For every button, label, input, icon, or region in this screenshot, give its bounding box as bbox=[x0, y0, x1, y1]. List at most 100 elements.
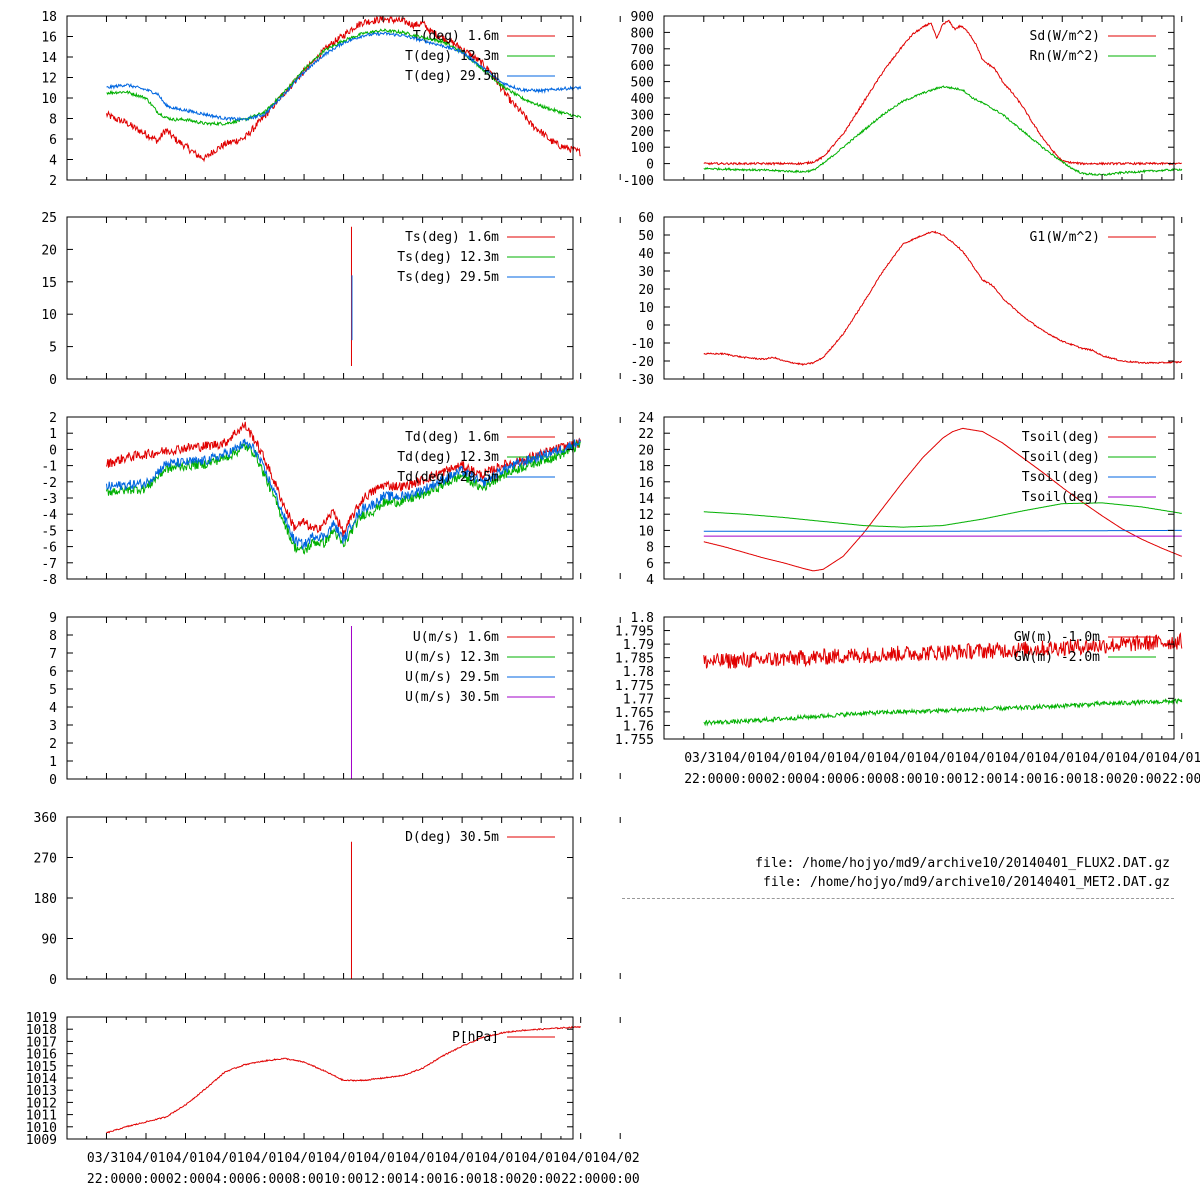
xtime-label-p-11: 20:00 bbox=[522, 1172, 561, 1187]
ytick-label-tsoil-1: 6 bbox=[646, 557, 654, 572]
xtime-label-gw-0: 22:00 bbox=[684, 772, 723, 787]
ytick-label-gw-7: 1.79 bbox=[623, 638, 654, 653]
xdate-label-gw-11: 04/01 bbox=[1122, 751, 1161, 766]
legend-label-tsoil-1: Tsoil(deg) bbox=[1022, 450, 1100, 465]
series-line-td-0 bbox=[106, 421, 582, 537]
xdate-label-p-1: 04/01 bbox=[126, 1151, 165, 1166]
ytick-label-sd-7: 600 bbox=[631, 59, 654, 74]
ytick-label-gw-1: 1.76 bbox=[623, 719, 654, 734]
ytick-label-p-2: 1011 bbox=[26, 1109, 57, 1124]
legend-label-p-0: P[hPa] bbox=[452, 1030, 499, 1045]
ytick-label-td-9: 1 bbox=[49, 427, 57, 442]
ytick-label-d-3: 270 bbox=[34, 852, 57, 867]
xdate-label-p-10: 04/01 bbox=[482, 1151, 521, 1166]
series-line-t-1 bbox=[106, 28, 582, 127]
xdate-label-p-8: 04/01 bbox=[403, 1151, 442, 1166]
ytick-label-p-6: 1015 bbox=[26, 1060, 57, 1075]
ytick-label-t-5: 12 bbox=[41, 72, 57, 87]
xtime-label-gw-6: 10:00 bbox=[923, 772, 962, 787]
xdate-label-gw-10: 04/01 bbox=[1083, 751, 1122, 766]
separator-line bbox=[622, 898, 1174, 899]
xaxis-labels-gw: 03/3122:0004/0100:0004/0102:0004/0104:00… bbox=[684, 751, 1200, 787]
ytick-label-td-3: -5 bbox=[41, 524, 57, 539]
legend-label-d-0: D(deg) 30.5m bbox=[405, 830, 499, 845]
ytick-label-tsoil-6: 16 bbox=[638, 476, 654, 491]
chart-u: U(m/s) 1.6m U(m/s) 12.3m U(m/s) 29.5m U(m/s… bbox=[49, 611, 621, 788]
legend-label-t-1: T(deg) 12.3m bbox=[405, 49, 499, 64]
xdate-label-p-12: 04/01 bbox=[561, 1151, 600, 1166]
plot-frame-g1 bbox=[663, 216, 1175, 380]
legend-label-t-0: T(deg) 1.6m bbox=[413, 29, 499, 44]
xtime-label-gw-12: 22:00 bbox=[1162, 772, 1200, 787]
xdate-label-p-3: 04/01 bbox=[205, 1151, 244, 1166]
series-line-sd-0 bbox=[703, 19, 1182, 166]
xdate-label-gw-1: 04/01 bbox=[724, 751, 763, 766]
legend-label-ts-2: Ts(deg) 29.5m bbox=[397, 270, 499, 285]
xtime-label-gw-3: 04:00 bbox=[804, 772, 843, 787]
chart-t: T(deg) 1.6m T(deg) 12.3m T(deg) 29.5m 2 4 6 8 1… bbox=[41, 10, 621, 189]
legend-label-td-2: Td(deg) 29.5m bbox=[397, 470, 499, 485]
series-line-tsoil-0 bbox=[703, 427, 1182, 572]
legend-label-sd-1: Rn(W/m^2) bbox=[1030, 49, 1100, 64]
xdate-label-p-4: 04/01 bbox=[245, 1151, 284, 1166]
series-line-gw-1 bbox=[703, 698, 1183, 727]
ytick-label-tsoil-8: 20 bbox=[638, 443, 654, 458]
legend-label-u-2: U(m/s) 29.5m bbox=[405, 670, 499, 685]
series-line-td-2 bbox=[106, 437, 581, 550]
ytick-label-td-4: -4 bbox=[41, 508, 57, 523]
ytick-label-d-0: 0 bbox=[49, 973, 57, 988]
series-line-g1-0 bbox=[703, 230, 1183, 366]
xtime-label-gw-10: 18:00 bbox=[1083, 772, 1122, 787]
ytick-label-gw-0: 1.755 bbox=[615, 733, 654, 748]
ytick-label-u-5: 5 bbox=[49, 683, 57, 698]
ytick-label-p-1: 1010 bbox=[26, 1121, 57, 1136]
ytick-label-u-0: 0 bbox=[49, 773, 57, 788]
ytick-label-d-4: 360 bbox=[34, 811, 57, 826]
ytick-label-td-1: -7 bbox=[41, 557, 57, 572]
ytick-label-t-0: 2 bbox=[49, 174, 57, 189]
ytick-label-tsoil-0: 4 bbox=[646, 573, 654, 588]
ytick-label-gw-6: 1.785 bbox=[615, 652, 654, 667]
ytick-label-d-2: 180 bbox=[34, 892, 57, 907]
ytick-label-ts-2: 10 bbox=[41, 308, 57, 323]
file-path-flux: file: /home/hojyo/md9/archive10/20140401… bbox=[755, 856, 1170, 871]
xdate-label-p-0: 03/31 bbox=[87, 1151, 126, 1166]
ytick-label-t-8: 18 bbox=[41, 10, 57, 25]
chart-ts: Ts(deg) 1.6m Ts(deg) 12.3m Ts(deg) 29.5m 0 5… bbox=[41, 211, 621, 388]
xdate-label-gw-12: 04/01 bbox=[1162, 751, 1200, 766]
plot-frame-gw bbox=[663, 616, 1175, 740]
ytick-label-g1-4: 10 bbox=[638, 301, 654, 316]
xtime-label-gw-5: 08:00 bbox=[883, 772, 922, 787]
xdate-label-p-11: 04/01 bbox=[522, 1151, 561, 1166]
xtime-label-p-3: 04:00 bbox=[205, 1172, 244, 1187]
xtime-label-gw-1: 00:00 bbox=[724, 772, 763, 787]
legend-label-ts-0: Ts(deg) 1.6m bbox=[405, 230, 499, 245]
ytick-label-tsoil-7: 18 bbox=[638, 460, 654, 475]
legend-label-tsoil-3: Tsoil(deg) bbox=[1022, 490, 1100, 505]
xdate-label-gw-4: 04/01 bbox=[844, 751, 883, 766]
ytick-label-t-3: 8 bbox=[49, 113, 57, 128]
ytick-label-sd-9: 800 bbox=[631, 26, 654, 41]
legend-label-ts-1: Ts(deg) 12.3m bbox=[397, 250, 499, 265]
series-line-td-1 bbox=[106, 439, 581, 555]
xdate-label-p-13: 04/02 bbox=[601, 1151, 640, 1166]
xtime-label-p-12: 22:00 bbox=[561, 1172, 600, 1187]
ytick-label-g1-8: 50 bbox=[638, 229, 654, 244]
xtime-label-p-1: 00:00 bbox=[126, 1172, 165, 1187]
xtime-label-gw-2: 02:00 bbox=[764, 772, 803, 787]
xtime-label-p-6: 10:00 bbox=[324, 1172, 363, 1187]
ytick-label-td-6: -2 bbox=[41, 476, 57, 491]
ytick-label-u-3: 3 bbox=[49, 719, 57, 734]
legend-label-u-1: U(m/s) 12.3m bbox=[405, 650, 499, 665]
xtime-label-gw-4: 06:00 bbox=[844, 772, 883, 787]
ytick-label-gw-4: 1.775 bbox=[615, 679, 654, 694]
ytick-label-p-0: 1009 bbox=[26, 1133, 57, 1148]
legend-label-u-0: U(m/s) 1.6m bbox=[413, 630, 499, 645]
xtime-label-gw-11: 20:00 bbox=[1122, 772, 1161, 787]
ytick-label-p-8: 1017 bbox=[26, 1035, 57, 1050]
xdate-label-gw-2: 04/01 bbox=[764, 751, 803, 766]
ytick-label-p-7: 1016 bbox=[26, 1048, 57, 1063]
ytick-label-sd-6: 500 bbox=[631, 76, 654, 91]
ytick-label-p-3: 1012 bbox=[26, 1096, 57, 1111]
ytick-label-ts-1: 5 bbox=[49, 341, 57, 356]
